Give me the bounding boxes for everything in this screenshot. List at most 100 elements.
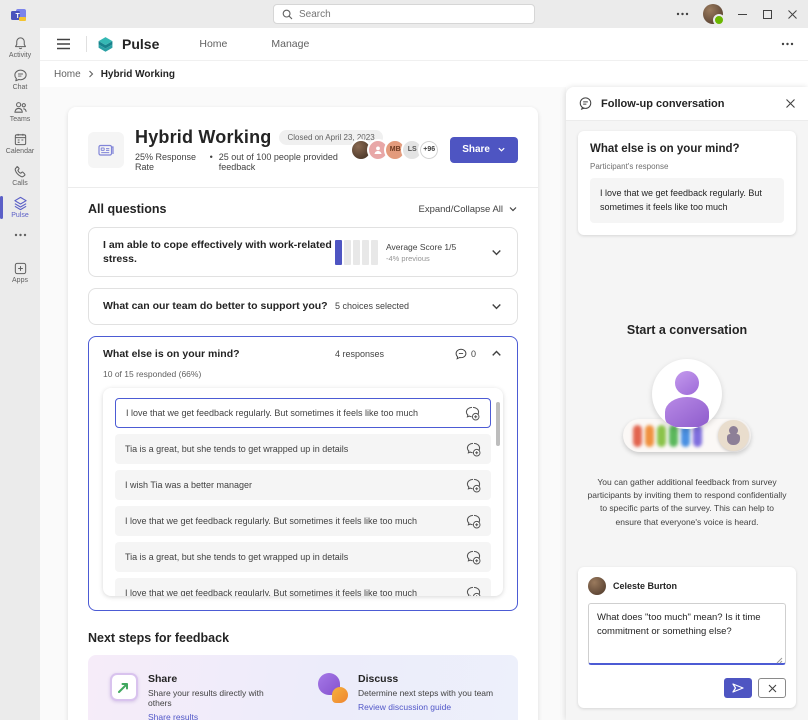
sidebar-item-pulse[interactable]: Pulse	[0, 192, 40, 223]
response-item-selected[interactable]: I love that we get feedback regularly. B…	[115, 397, 491, 428]
search-icon	[282, 9, 293, 20]
participant-response-label: Participant's response	[590, 162, 669, 171]
sidebar-item-calendar[interactable]: Calendar	[0, 128, 40, 159]
search-box[interactable]	[273, 4, 535, 24]
next-steps-heading: Next steps for feedback	[88, 630, 230, 645]
close-panel-icon[interactable]	[785, 98, 796, 109]
breadcrumb-current: Hybrid Working	[100, 68, 175, 80]
hamburger-menu-icon[interactable]	[50, 31, 76, 57]
divider	[68, 187, 538, 188]
response-item[interactable]: Tia is a great, but she tends to get wra…	[115, 541, 491, 572]
share-step-description: Share your results directly with others	[148, 687, 264, 708]
feedback-count: 25 out of 100 people provided feedback	[218, 152, 338, 172]
share-results-link[interactable]: Share results	[148, 711, 199, 720]
chat-icon	[13, 68, 28, 83]
minimize-icon[interactable]	[737, 9, 748, 20]
confidential-conversation-illustration	[578, 359, 796, 452]
participant-response-text: I love that we get feedback regularly. B…	[590, 178, 784, 223]
share-button[interactable]: Share	[450, 136, 518, 163]
teams-logo-icon: T	[10, 6, 27, 23]
average-score-label: Average Score 1/5	[386, 241, 457, 252]
breadcrumb: Home Hybrid Working	[40, 61, 808, 87]
conversation-bubble-icon	[578, 96, 593, 111]
discuss-icon	[318, 672, 348, 703]
previous-delta-label: -4% previous	[386, 253, 430, 263]
page-title: Hybrid Working	[135, 127, 272, 147]
message-compose-card: Celeste Burton What does "too much" mean…	[578, 567, 796, 708]
add-comment-icon[interactable]	[465, 513, 481, 529]
author-name: Celeste Burton	[613, 581, 678, 591]
svg-text:T: T	[16, 13, 21, 20]
app-rail: Activity Chat Teams Calendar Calls Pulse…	[0, 28, 40, 720]
response-item[interactable]: I love that we get feedback regularly. B…	[115, 505, 491, 536]
discuss-step-title: Discuss	[358, 672, 399, 685]
pulse-diamond-icon	[13, 196, 28, 211]
app-header: Pulse Home Manage	[40, 28, 808, 61]
question-card-stress[interactable]: I am able to cope effectively with work-…	[88, 227, 518, 278]
cancel-message-button[interactable]	[758, 678, 786, 698]
sidebar-item-chat[interactable]: Chat	[0, 64, 40, 95]
panel-title: Follow-up conversation	[601, 97, 725, 110]
expand-collapse-all-button[interactable]: Expand/Collapse All	[419, 204, 519, 215]
activity-bell-icon	[13, 36, 28, 51]
comment-count-badge[interactable]: 0	[454, 347, 476, 361]
discuss-step-description: Determine next steps with you team	[358, 687, 494, 698]
tab-manage[interactable]: Manage	[271, 38, 310, 50]
survey-header: Hybrid Working Closed on April 23, 2023 …	[88, 127, 518, 172]
response-item[interactable]: Tia is a great, but she tends to get wra…	[115, 433, 491, 464]
tab-home[interactable]: Home	[199, 38, 228, 50]
app-window: Pulse Home Manage Home Hybrid Working Hy	[40, 28, 808, 720]
participant-response-card: What else is on your mind? Participant's…	[578, 131, 796, 235]
sidebar-item-activity[interactable]: Activity	[0, 32, 40, 63]
chevron-down-icon[interactable]	[490, 246, 503, 259]
divider	[86, 36, 87, 52]
question-card-open-feedback[interactable]: What else is on your mind? 4 responses 0…	[88, 335, 518, 611]
response-rate: 25% Response Rate	[135, 152, 197, 172]
add-comment-icon[interactable]	[465, 549, 481, 565]
question-text: What else is on your mind?	[103, 347, 240, 360]
add-comment-icon[interactable]	[465, 441, 481, 457]
question-text: I am able to cope effectively with work-…	[103, 239, 332, 266]
pulse-app-logo-icon	[97, 36, 114, 53]
calendar-icon	[13, 132, 28, 147]
sidebar-item-calls[interactable]: Calls	[0, 160, 40, 191]
all-questions-heading: All questions	[88, 202, 167, 216]
response-item[interactable]: I wish Tia was a better manager	[115, 469, 491, 500]
sidebar-more-icon[interactable]	[0, 224, 40, 246]
follow-up-message-input[interactable]: What does "too much" mean? Is it time co…	[588, 603, 786, 665]
question-card-support[interactable]: What can our team do better to support y…	[88, 288, 518, 325]
panel-question-title: What else is on your mind?	[590, 143, 740, 155]
sidebar-item-teams[interactable]: Teams	[0, 96, 40, 127]
add-comment-icon[interactable]	[465, 585, 481, 596]
titlebar-more-icon[interactable]	[676, 12, 689, 16]
avatar-overflow-count: +96	[418, 138, 441, 161]
participant-avatars[interactable]: MB LS +96	[350, 138, 441, 161]
chevron-down-icon[interactable]	[490, 300, 503, 313]
scrollbar[interactable]	[496, 401, 500, 446]
sidebar-item-apps[interactable]: Apps	[0, 257, 40, 288]
response-item[interactable]: I love that we get feedback regularly. B…	[115, 577, 491, 596]
add-comment-icon[interactable]	[465, 477, 481, 493]
question-text: What can our team do better to support y…	[103, 300, 328, 313]
user-avatar[interactable]	[703, 4, 725, 26]
start-conversation-heading: Start a conversation	[626, 323, 748, 337]
chevron-up-icon[interactable]	[490, 347, 503, 360]
window-titlebar: T	[0, 0, 808, 28]
score-bar-chart	[335, 239, 378, 265]
add-comment-icon[interactable]	[464, 405, 480, 421]
share-results-icon	[110, 672, 138, 701]
app-more-icon[interactable]	[781, 42, 794, 46]
share-step-title: Share	[148, 672, 178, 685]
maximize-icon[interactable]	[762, 9, 773, 20]
close-window-icon[interactable]	[787, 9, 798, 20]
teams-people-icon	[13, 100, 28, 115]
resize-grip-icon[interactable]	[776, 657, 783, 664]
chevron-right-icon	[87, 70, 95, 78]
review-discussion-guide-link[interactable]: Review discussion guide	[358, 701, 452, 712]
search-input[interactable]	[299, 8, 526, 20]
confidential-feedback-description: You can gather additional feedback from …	[587, 477, 787, 527]
keyhole-privacy-icon	[718, 420, 749, 451]
send-message-button[interactable]	[724, 678, 752, 698]
breadcrumb-home[interactable]: Home	[54, 68, 81, 80]
person-avatar-illustration	[652, 359, 722, 429]
